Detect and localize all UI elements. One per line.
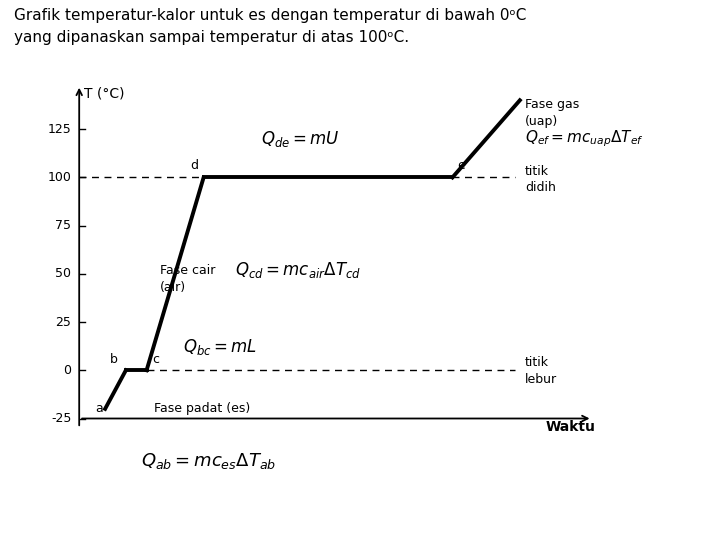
Text: (uap): (uap) — [525, 115, 558, 128]
Text: d: d — [190, 159, 199, 172]
Text: titik: titik — [525, 165, 549, 178]
Text: $Q_{ab} = mc_{es}\Delta T_{ab}$: $Q_{ab} = mc_{es}\Delta T_{ab}$ — [141, 451, 276, 471]
Text: Fase gas: Fase gas — [525, 98, 580, 111]
Text: $Q_{cd} = mc_{air}\Delta T_{cd}$: $Q_{cd} = mc_{air}\Delta T_{cd}$ — [235, 260, 361, 280]
Text: a: a — [95, 402, 102, 415]
Text: 100: 100 — [48, 171, 71, 184]
Text: Fase padat (es): Fase padat (es) — [154, 402, 251, 415]
Text: 0: 0 — [63, 364, 71, 377]
Text: Fase cair: Fase cair — [160, 264, 215, 276]
Text: e: e — [458, 159, 465, 172]
Text: lebur: lebur — [525, 374, 557, 387]
Text: yang dipanaskan sampai temperatur di atas 100ᵒC.: yang dipanaskan sampai temperatur di ata… — [14, 30, 410, 45]
Text: didih: didih — [525, 180, 556, 193]
Text: (air): (air) — [160, 281, 186, 294]
Text: 50: 50 — [55, 267, 71, 280]
Text: Waktu: Waktu — [545, 421, 595, 434]
Text: $Q_{ef} = mc_{uap}\Delta T_{ef}$: $Q_{ef} = mc_{uap}\Delta T_{ef}$ — [525, 129, 644, 149]
Text: 25: 25 — [55, 315, 71, 328]
Text: -25: -25 — [51, 412, 71, 425]
Text: c: c — [152, 353, 159, 367]
Text: T (°C): T (°C) — [84, 87, 125, 101]
Text: 125: 125 — [48, 123, 71, 136]
Text: 75: 75 — [55, 219, 71, 232]
Text: titik: titik — [525, 356, 549, 369]
Text: Grafik temperatur-kalor untuk es dengan temperatur di bawah 0ᵒC: Grafik temperatur-kalor untuk es dengan … — [14, 8, 527, 23]
Text: b: b — [110, 353, 118, 367]
Text: $Q_{bc} = mL$: $Q_{bc} = mL$ — [183, 337, 257, 357]
Text: $Q_{de} = mU$: $Q_{de} = mU$ — [261, 129, 339, 149]
